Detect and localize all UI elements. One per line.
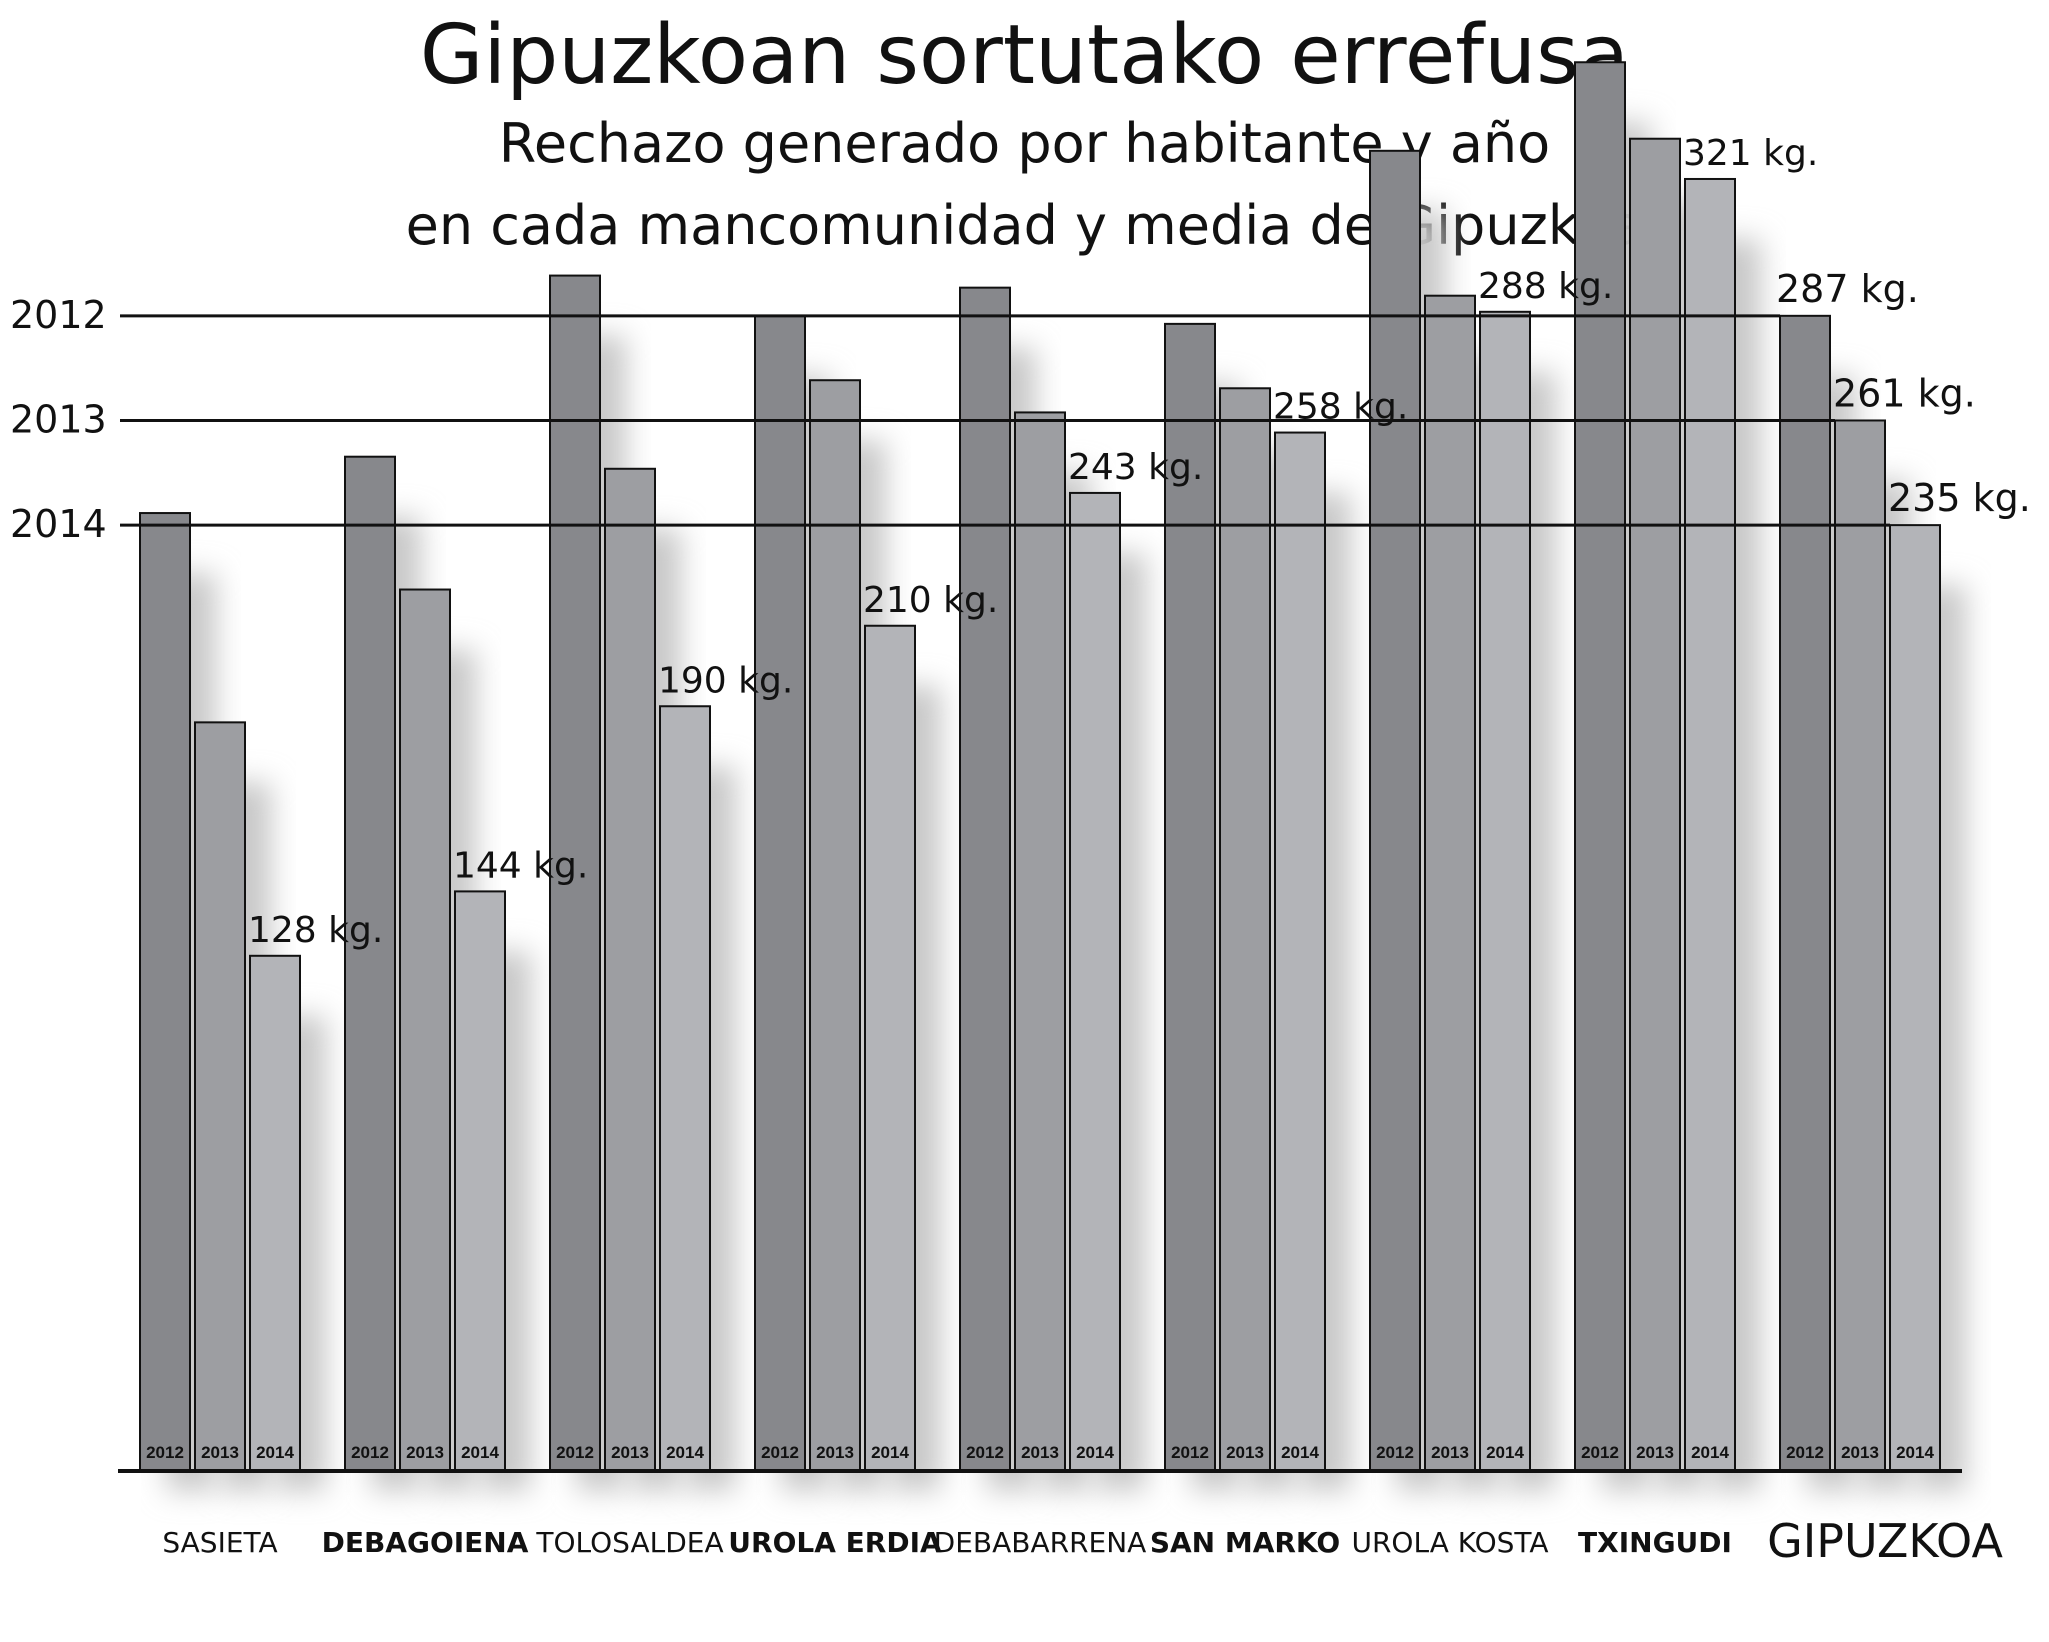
- bar-san-marko-2012: [1164, 322, 1216, 1472]
- category-label: DEBABARRENA: [934, 1526, 1147, 1559]
- bar-sasieta-2012: [139, 512, 191, 1472]
- bar-year-label: 2012: [1786, 1443, 1824, 1462]
- bar-gipuzkoa-2012: [1779, 314, 1831, 1473]
- bar-year-label: 2012: [1376, 1443, 1414, 1462]
- reference-line-label: 2014: [10, 502, 107, 546]
- bar-year-label: 2013: [816, 1443, 854, 1462]
- bar-gipuzkoa-2014: [1889, 524, 1941, 1472]
- data-label: 144 kg.: [453, 845, 588, 886]
- reference-line-label: 2013: [10, 397, 107, 441]
- bar-year-label: 2014: [871, 1443, 909, 1462]
- data-label: 243 kg.: [1068, 447, 1203, 488]
- bar-year-label: 2013: [406, 1443, 444, 1462]
- bar-debabarrena-2012: [959, 286, 1011, 1472]
- bar-year-label: 2013: [1226, 1443, 1264, 1462]
- bar-urola-kosta-2012: [1369, 149, 1421, 1472]
- category-label: UROLA KOSTA: [1351, 1526, 1548, 1559]
- bar-sasieta-2014: [249, 954, 301, 1472]
- bar-san-marko-2013: [1219, 387, 1271, 1472]
- bar-year-label: 2013: [1841, 1443, 1879, 1462]
- bar-year-label: 2012: [556, 1443, 594, 1462]
- bar-sasieta-2013: [194, 721, 246, 1472]
- bar-debagoiena-2012: [344, 455, 396, 1472]
- bar-year-label: 2014: [461, 1443, 499, 1462]
- bar-san-marko-2014: [1274, 431, 1326, 1472]
- bar-year-label: 2013: [1636, 1443, 1674, 1462]
- data-label: 190 kg.: [658, 660, 793, 701]
- bars-group: [139, 61, 1941, 1473]
- bar-year-label: 2013: [1021, 1443, 1059, 1462]
- gipuzkoa-data-label: 287 kg.: [1776, 267, 1919, 311]
- bar-year-label: 2012: [1171, 1443, 1209, 1462]
- bar-year-label: 2013: [611, 1443, 649, 1462]
- gipuzkoa-data-label: 235 kg.: [1888, 476, 2031, 520]
- gipuzkoa-data-label: 261 kg.: [1833, 371, 1976, 415]
- bar-tolosaldea-2014: [659, 705, 711, 1472]
- bar-year-label: 2014: [256, 1443, 294, 1462]
- bar-urola-kosta-2013: [1424, 294, 1476, 1473]
- data-label: 321 kg.: [1683, 133, 1818, 174]
- bar-urola-erdia-2013: [809, 379, 861, 1473]
- data-label: 288 kg.: [1478, 266, 1613, 307]
- bar-year-label: 2014: [1076, 1443, 1114, 1462]
- bar-year-label: 2014: [1896, 1443, 1934, 1462]
- bar-gipuzkoa-2013: [1834, 419, 1886, 1473]
- bar-urola-erdia-2012: [754, 314, 806, 1473]
- category-label: DEBAGOIENA: [322, 1526, 529, 1559]
- bar-debabarrena-2013: [1014, 411, 1066, 1472]
- labels-group: 2012 2013 2014 SASIETA 2012 2013 2014 DEBAGOIEN…: [10, 133, 2031, 1568]
- bar-txingudi-2013: [1629, 137, 1681, 1473]
- bar-debagoiena-2014: [454, 890, 506, 1472]
- category-label: SASIETA: [162, 1526, 277, 1559]
- bar-year-label: 2013: [1431, 1443, 1469, 1462]
- category-label: GIPUZKOA: [1767, 1514, 2003, 1568]
- bar-year-label: 2014: [1281, 1443, 1319, 1462]
- bar-year-label: 2012: [761, 1443, 799, 1462]
- bar-year-label: 2012: [146, 1443, 184, 1462]
- bar-tolosaldea-2012: [549, 274, 601, 1473]
- bar-txingudi-2012: [1574, 61, 1626, 1472]
- data-label: 128 kg.: [248, 910, 383, 951]
- bar-year-label: 2012: [966, 1443, 1004, 1462]
- bar-year-label: 2014: [1486, 1443, 1524, 1462]
- data-label: 210 kg.: [863, 580, 998, 621]
- data-label: 258 kg.: [1273, 387, 1408, 428]
- category-label: UROLA ERDIA: [728, 1526, 942, 1559]
- bar-urola-erdia-2014: [864, 624, 916, 1472]
- bar-txingudi-2014: [1684, 177, 1736, 1473]
- bar-year-label: 2013: [201, 1443, 239, 1462]
- reference-lines: [118, 314, 1962, 1473]
- bar-year-label: 2014: [1691, 1443, 1729, 1462]
- category-label: TXINGUDI: [1578, 1526, 1732, 1559]
- reference-line-label: 2012: [10, 293, 107, 337]
- bar-debagoiena-2013: [399, 588, 451, 1472]
- bar-debabarrena-2014: [1069, 491, 1121, 1472]
- category-label: TOLOSALDEA: [535, 1526, 723, 1559]
- bar-year-label: 2014: [666, 1443, 704, 1462]
- bar-tolosaldea-2013: [604, 467, 656, 1472]
- chart-title: Gipuzkoan sortutako errefusa: [419, 8, 1630, 103]
- bar-year-label: 2012: [351, 1443, 389, 1462]
- category-label: SAN MARKO: [1150, 1526, 1340, 1559]
- bar-year-label: 2012: [1581, 1443, 1619, 1462]
- bar-urola-kosta-2014: [1479, 310, 1531, 1472]
